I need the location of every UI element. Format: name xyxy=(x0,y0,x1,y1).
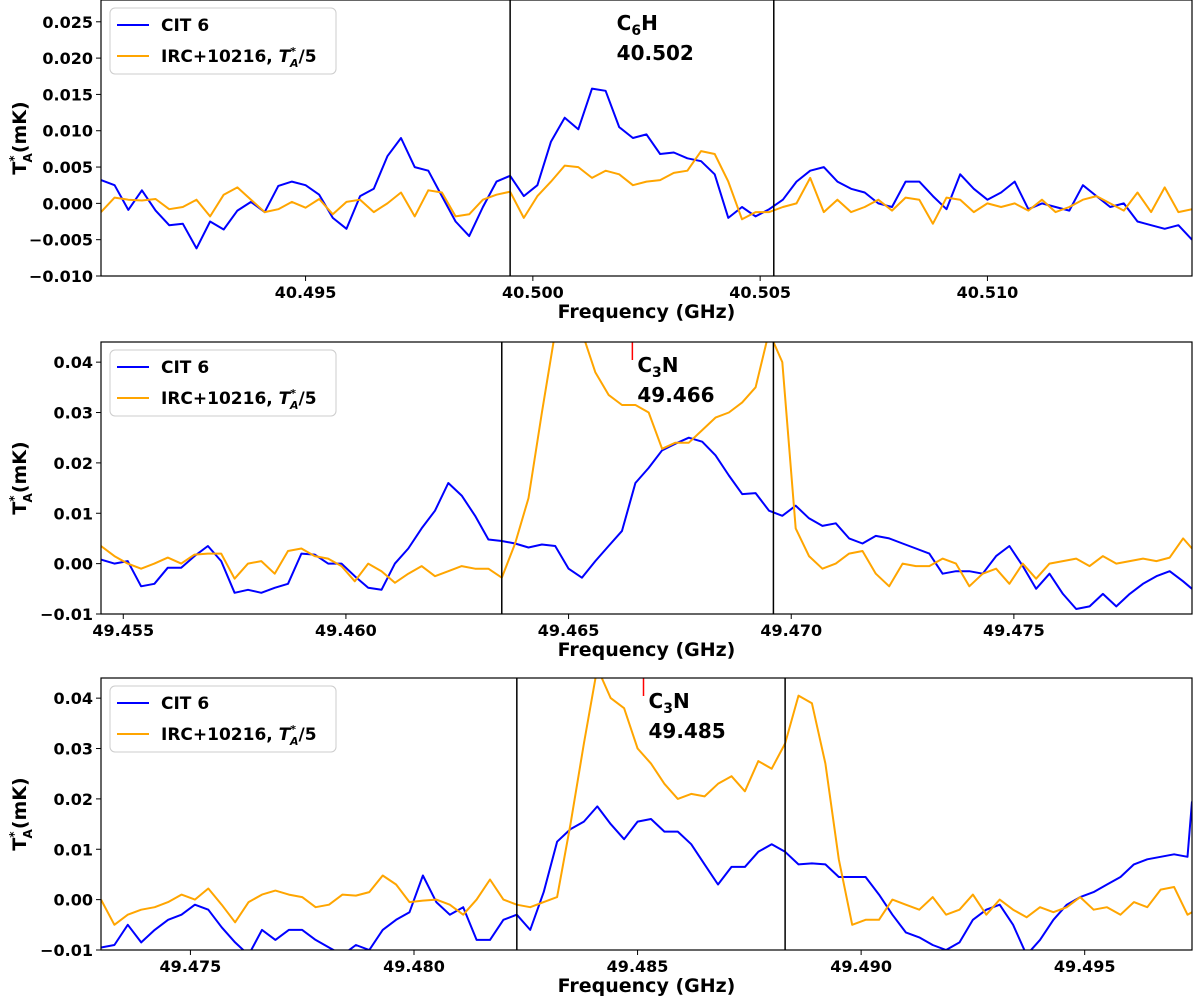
y-tick-label: 0.01 xyxy=(54,504,93,523)
x-tick-label: 40.495 xyxy=(275,283,337,302)
y-axis-label: T*A(mK) xyxy=(7,441,35,514)
panel-3: −0.01 0.00 0.01 0.02 0.03 0.04 49.475 49.480 49.… xyxy=(7,677,1193,997)
x-axis-label: Frequency (GHz) xyxy=(558,975,736,997)
x-tick-label: 49.475 xyxy=(160,957,222,976)
legend-box xyxy=(109,685,337,753)
y-tick-label: 0.015 xyxy=(42,85,93,104)
y-tick-label: −0.01 xyxy=(40,605,93,624)
legend-label: CIT 6 xyxy=(161,358,209,378)
y-tick-label: 0.00 xyxy=(54,891,93,910)
y-axis-label: T*A(mK) xyxy=(7,777,35,850)
legend-label: CIT 6 xyxy=(161,16,209,36)
x-axis-label: Frequency (GHz) xyxy=(558,639,736,661)
y-tick-label: 0.03 xyxy=(54,740,93,759)
x-tick-label: 40.510 xyxy=(957,283,1019,302)
plot-area xyxy=(101,342,1192,610)
y-tick-label: 0.02 xyxy=(54,790,93,809)
legend-label: IRC+10216, T* A/5 xyxy=(161,387,317,412)
y-tick-label: −0.01 xyxy=(40,941,93,960)
axes-frame xyxy=(100,341,1193,615)
legend: CIT 6 IRC+10216, T* A/5 xyxy=(109,7,337,75)
y-tick-label: 0.04 xyxy=(54,353,93,372)
y-tick-label: 0.005 xyxy=(42,158,93,177)
line-species-label: C3N xyxy=(637,353,678,381)
line-frequency-label: 49.466 xyxy=(637,383,714,407)
x-tick-label: 49.490 xyxy=(830,957,892,976)
y-tick-label: 0.01 xyxy=(54,840,93,859)
series-line-cit6 xyxy=(101,87,1192,250)
x-tick-label: 49.460 xyxy=(315,621,377,640)
x-tick-label: 49.475 xyxy=(983,621,1045,640)
legend-label: CIT 6 xyxy=(161,694,209,714)
y-tick-label: −0.005 xyxy=(29,231,93,250)
x-tick-label: 40.505 xyxy=(729,283,791,302)
line-species-label: C6H xyxy=(617,11,658,39)
y-tick-label: 0.020 xyxy=(42,49,93,68)
x-tick-label: 49.465 xyxy=(538,621,600,640)
y-tick-label: −0.010 xyxy=(29,267,93,286)
x-tick-label: 49.485 xyxy=(607,957,669,976)
series-line-irc10216 xyxy=(101,678,1192,926)
y-tick-label: 0.03 xyxy=(54,404,93,423)
x-tick-label: 40.500 xyxy=(502,283,564,302)
panel-2: −0.01 0.00 0.01 0.02 0.03 0.04 49.455 49.460 49.… xyxy=(7,341,1193,661)
x-tick-label: 49.495 xyxy=(1054,957,1116,976)
legend: CIT 6 IRC+10216, T* A/5 xyxy=(109,685,337,753)
y-tick-label: 0.010 xyxy=(42,122,93,141)
x-tick-label: 49.480 xyxy=(383,957,445,976)
x-tick-label: 49.455 xyxy=(92,621,154,640)
line-frequency-label: 40.502 xyxy=(617,41,694,65)
y-tick-label: 0.000 xyxy=(42,194,93,213)
y-tick-label: 0.00 xyxy=(54,555,93,574)
series-line-irc10216 xyxy=(101,150,1192,225)
axes-frame xyxy=(100,677,1193,951)
plot-area xyxy=(101,678,1192,950)
legend-label: IRC+10216, T* A/5 xyxy=(161,45,317,70)
y-axis-label: T*A(mK) xyxy=(7,101,35,174)
line-frequency-label: 49.485 xyxy=(649,719,726,743)
y-tick-label: 0.04 xyxy=(54,689,93,708)
plot-area xyxy=(101,87,1192,250)
series-line-cit6 xyxy=(101,801,1192,950)
line-species-label: C3N xyxy=(649,689,690,717)
series-line-cit6 xyxy=(101,436,1192,610)
legend-box xyxy=(109,349,337,417)
y-tick-label: 0.02 xyxy=(54,454,93,473)
axes-frame xyxy=(100,0,1193,277)
panel-1: −0.010 −0.005 0.000 0.005 0.010 0.015 0.020 0.0… xyxy=(7,0,1193,323)
legend-label: IRC+10216, T* A/5 xyxy=(161,723,317,748)
x-axis-label: Frequency (GHz) xyxy=(558,301,736,323)
y-tick-label: 0.025 xyxy=(42,13,93,32)
legend: CIT 6 IRC+10216, T* A/5 xyxy=(109,349,337,417)
series-line-irc10216 xyxy=(101,342,1192,588)
x-tick-label: 49.470 xyxy=(760,621,822,640)
legend-box xyxy=(109,7,337,75)
